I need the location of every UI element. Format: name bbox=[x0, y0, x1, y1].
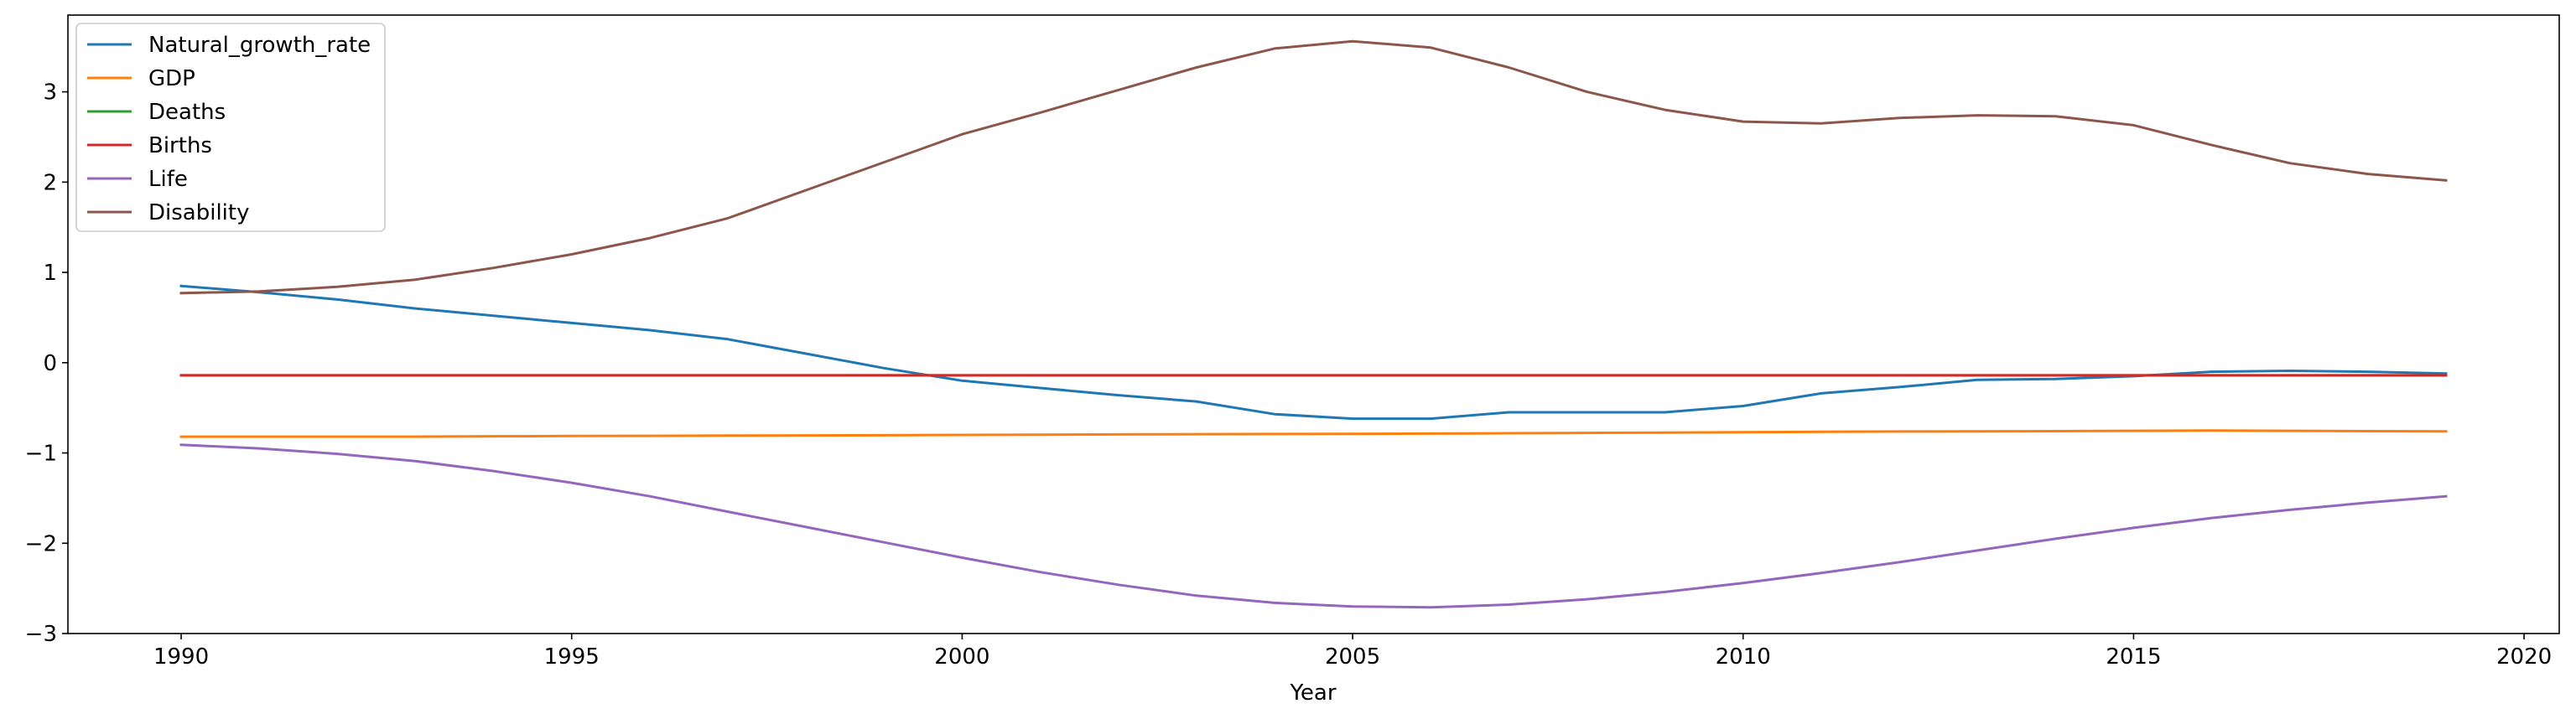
x-tick-label: 2015 bbox=[2106, 644, 2161, 670]
y-tick-label: −1 bbox=[25, 442, 57, 467]
series-line-disability bbox=[179, 39, 2448, 295]
series-line-gdp bbox=[179, 429, 2448, 438]
legend-label: GDP bbox=[148, 66, 195, 91]
plot-area bbox=[68, 15, 2559, 634]
x-axis-title: Year bbox=[1289, 680, 1336, 706]
series-lines bbox=[179, 39, 2448, 609]
legend-label: Births bbox=[148, 133, 212, 158]
legend-frame bbox=[75, 23, 386, 232]
series-line-life bbox=[179, 443, 2448, 609]
x-tick-label: 2010 bbox=[1716, 644, 1771, 670]
x-tick-label: 2000 bbox=[934, 644, 989, 670]
x-tick-label: 2005 bbox=[1325, 644, 1380, 670]
legend-label: Natural_growth_rate bbox=[148, 33, 371, 58]
y-tick-label: 1 bbox=[43, 261, 57, 286]
y-tick-label: −3 bbox=[25, 622, 57, 647]
y-tick-label: −2 bbox=[25, 531, 57, 556]
legend-label: Disability bbox=[148, 200, 249, 225]
x-tick-label: 1990 bbox=[153, 644, 209, 670]
legend: Natural_growth_rate GDP Deaths Births Life Di… bbox=[75, 23, 386, 232]
y-tick-label: 0 bbox=[43, 351, 57, 376]
x-axis-ticks: 1990 1995 2000 2005 2010 2015 2020 bbox=[153, 634, 2552, 670]
y-tick-label: 2 bbox=[43, 170, 57, 195]
plot-frame bbox=[67, 14, 2560, 634]
legend-label: Life bbox=[148, 167, 188, 192]
y-tick-label: 3 bbox=[43, 80, 57, 106]
legend-label: Deaths bbox=[148, 100, 226, 125]
x-tick-label: 1995 bbox=[544, 644, 600, 670]
series-line-natural-growth-rate bbox=[179, 284, 2448, 421]
x-tick-label: 2020 bbox=[2496, 644, 2552, 670]
y-axis-ticks: −3 −2 −1 0 1 2 3 bbox=[25, 80, 68, 647]
